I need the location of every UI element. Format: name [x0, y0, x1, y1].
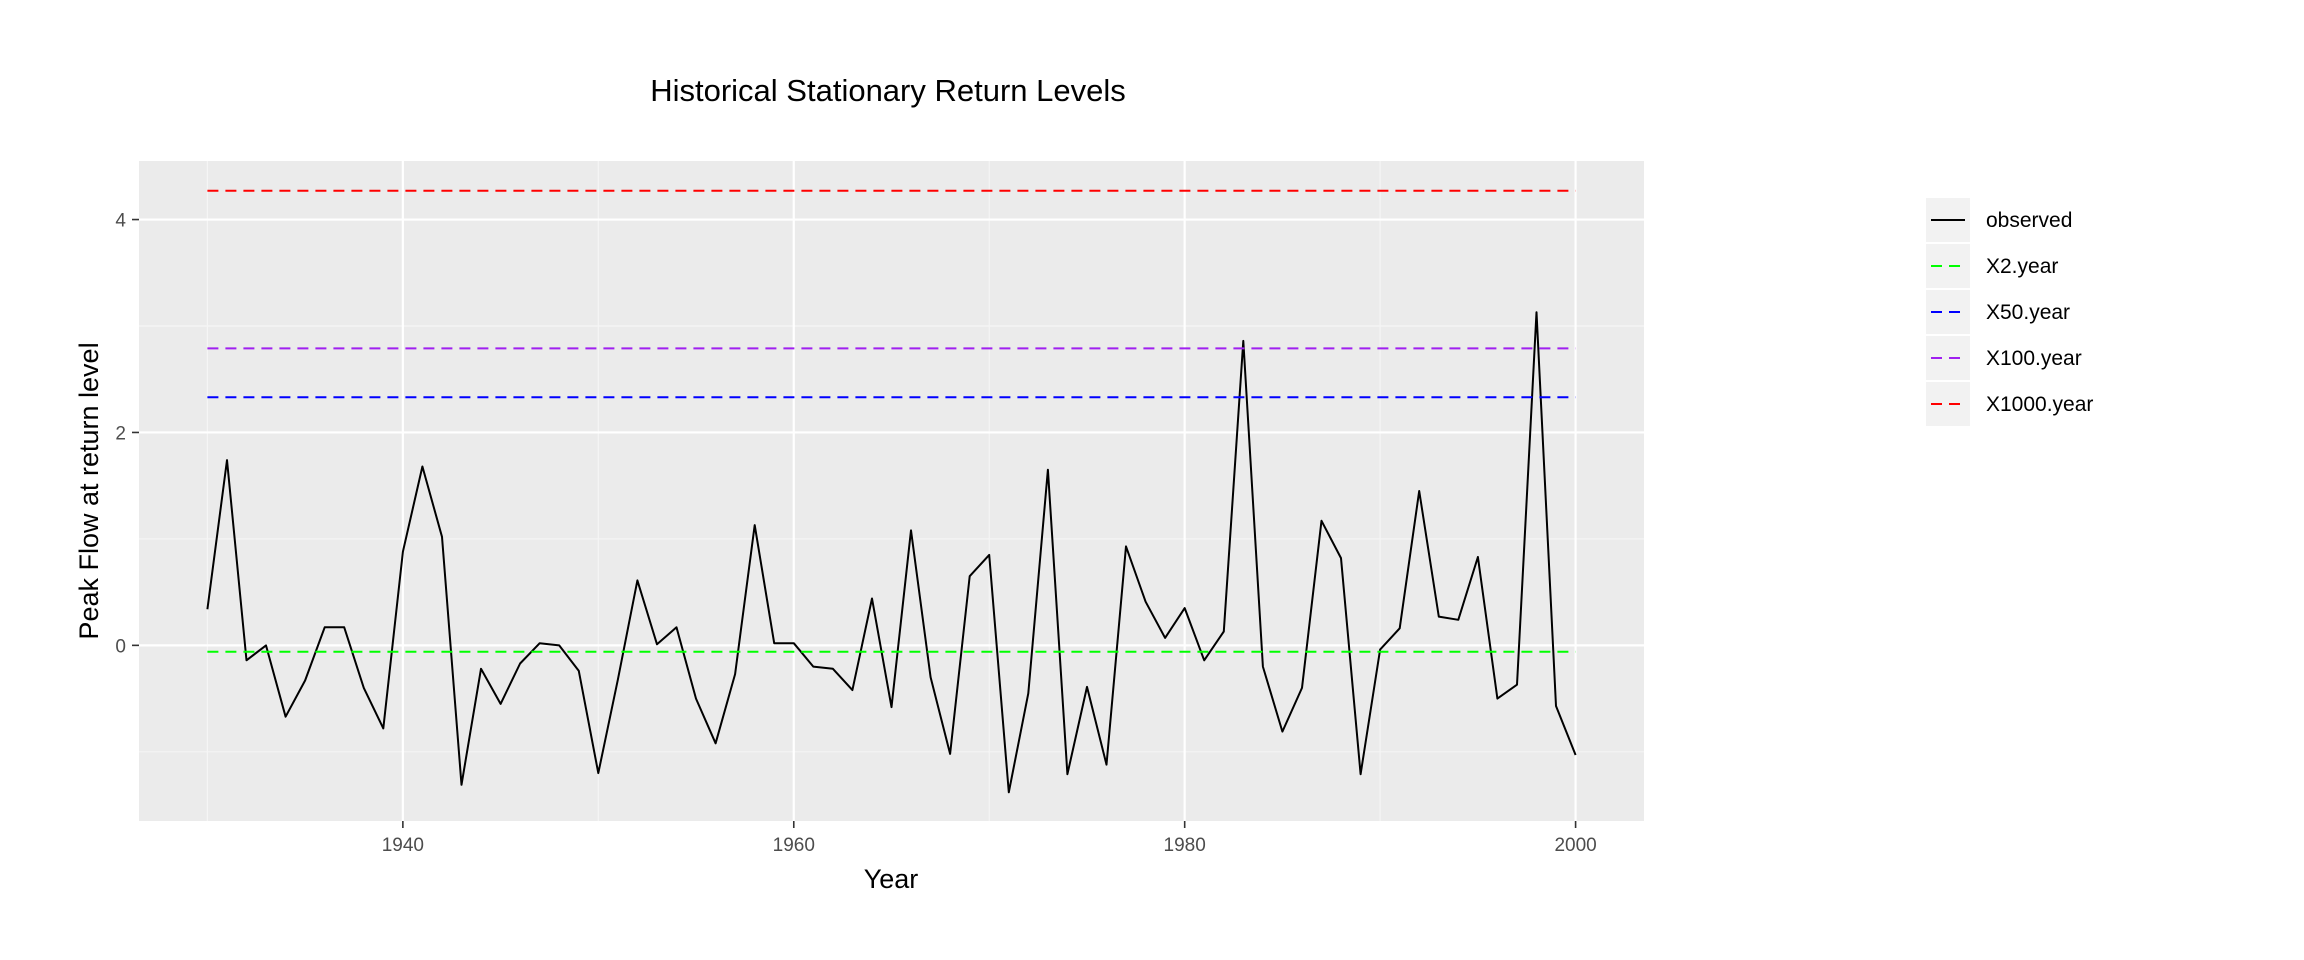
series-lines: [206, 189, 1577, 794]
y-axis-title: Peak Flow at return level: [74, 342, 104, 639]
y-tick-label: 2: [115, 423, 126, 444]
legend-label-x2-year: X2.year: [1986, 255, 2058, 278]
x-tick-label: 1980: [1164, 835, 1206, 856]
axes: 1940 1960 1980 2000 0 2 4: [115, 211, 1596, 856]
legend-label-x1000-year: X1000.year: [1986, 393, 2093, 416]
series-line-observed: [206, 311, 1577, 794]
x-axis-title: Year: [864, 864, 919, 894]
x-tick-label: 1960: [773, 835, 815, 856]
chart-title: Historical Stationary Return Levels: [650, 73, 1126, 108]
plot-panel: [139, 161, 1644, 821]
y-tick-label: 4: [115, 211, 126, 232]
legend: observed X2.year X50.year X100.year X1000.ye…: [1926, 198, 2093, 426]
y-tick-label: 0: [115, 636, 126, 657]
legend-label-observed: observed: [1986, 209, 2072, 232]
x-tick-label: 1940: [382, 835, 424, 856]
legend-label-x50-year: X50.year: [1986, 301, 2070, 324]
legend-label-x100-year: X100.year: [1986, 347, 2082, 370]
x-tick-label: 2000: [1554, 835, 1596, 856]
grid-lines: [139, 161, 1644, 821]
